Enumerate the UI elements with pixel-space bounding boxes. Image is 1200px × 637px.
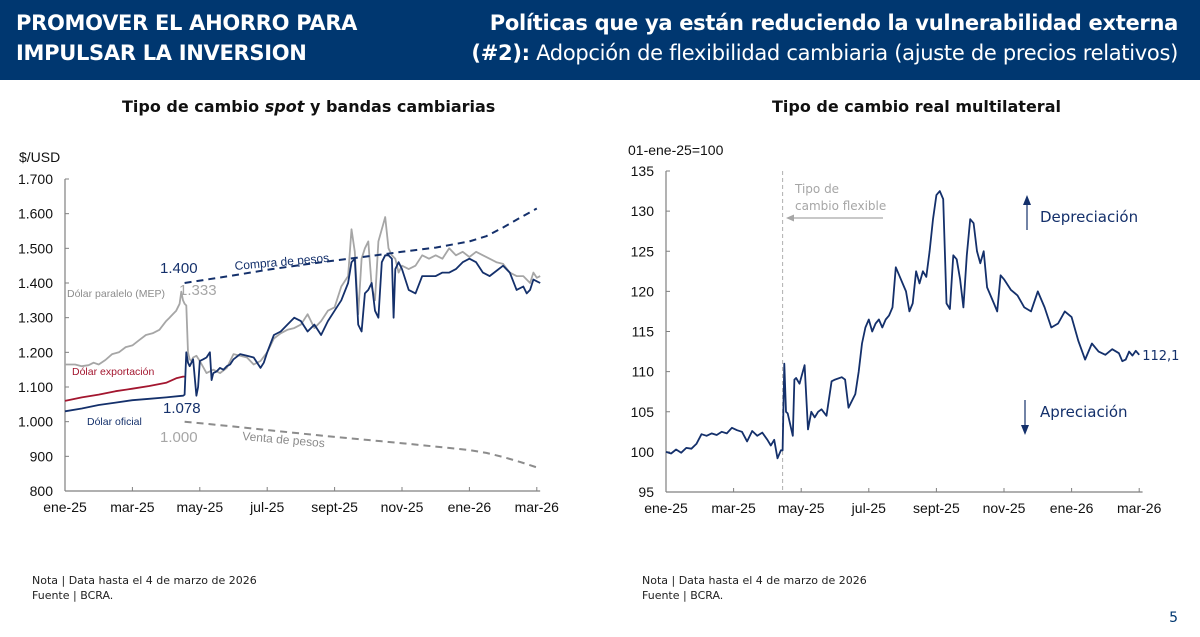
y-tick-label: 115 <box>632 324 655 340</box>
x-tick-label: jul-25 <box>851 500 886 516</box>
y-tick-label: 125 <box>631 243 655 259</box>
annot-flex-line2: cambio flexible <box>795 199 886 213</box>
y-tick-label: 105 <box>631 404 655 420</box>
x-tick-label: mar-26 <box>1117 500 1162 516</box>
annot-1400: 1.400 <box>160 260 198 277</box>
series-compra-de-pesos <box>184 207 538 284</box>
x-tick-label: nov-25 <box>983 500 1026 516</box>
series-d-lar-paralelo-mep- <box>65 216 541 375</box>
y-tick-label: 1.200 <box>18 344 53 360</box>
x-tick-label: may-25 <box>778 500 825 516</box>
x-tick-label: mar-25 <box>711 500 756 516</box>
right-notes: Nota | Data hasta el 4 de marzo de 2026 … <box>642 573 867 603</box>
right-y-axis-unit: 01-ene-25=100 <box>628 142 724 158</box>
right-source: Fuente | BCRA. <box>642 589 724 602</box>
y-tick-label: 130 <box>631 203 655 219</box>
slide-title-subtitle: Adopción de flexibilidad cambiaria (ajus… <box>529 41 1178 65</box>
arrow-up-icon <box>1023 195 1031 230</box>
label-venta-de-pesos: Venta de pesos <box>242 429 326 450</box>
y-tick-label: 1.400 <box>18 275 53 291</box>
left-y-axis-unit: $/USD <box>19 149 60 165</box>
right-chart: 01-ene-25=100 135 130 125 120 115 110 105 100 95… <box>628 142 1179 516</box>
x-tick-label: sept-25 <box>311 499 358 515</box>
label-dolar-oficial: Dólar oficial <box>87 416 142 428</box>
label-dolar-paralelo: Dólar paralelo (MEP) <box>67 288 165 300</box>
y-tick-label: 1.500 <box>18 240 53 256</box>
y-tick-label: 1.700 <box>18 171 53 187</box>
page-number: 5 <box>1169 610 1178 626</box>
right-x-ticks: ene-25 mar-25 may-25 jul-25 sept-25 nov-25 ene… <box>644 488 1162 516</box>
slide-title: Políticas que ya están reduciendo la vul… <box>471 8 1178 68</box>
x-tick-label: nov-25 <box>381 499 424 515</box>
left-chart: $/USD 1.700 1.600 1.500 1.400 1.300 1.200 1.10… <box>18 149 559 515</box>
left-series <box>64 207 541 469</box>
label-dolar-exportacion: Dólar exportación <box>72 366 154 378</box>
x-tick-label: may-25 <box>176 499 223 515</box>
left-chart-title: Tipo de cambio spot y bandas cambiarias <box>122 97 495 116</box>
x-tick-label: ene-26 <box>1050 500 1094 516</box>
x-tick-label: sept-25 <box>913 500 960 516</box>
y-tick-label: 900 <box>30 448 54 464</box>
annot-1078: 1.078 <box>163 400 201 417</box>
x-tick-label: mar-25 <box>110 499 155 515</box>
label-depreciacion: Depreciación <box>1040 208 1138 226</box>
label-apreciacion: Apreciación <box>1040 403 1128 421</box>
y-tick-label: 110 <box>632 364 655 380</box>
series-tipo-de-cambio-real-multilateral <box>665 190 1140 460</box>
x-tick-label: jul-25 <box>249 499 284 515</box>
right-y-ticks: 135 130 125 120 115 110 105 100 95 <box>631 163 670 500</box>
slide-title-number: (#2): <box>471 41 530 65</box>
left-x-ticks: ene-25 mar-25 may-25 jul-25 sept-25 nov-25 ene… <box>43 487 559 515</box>
left-chart-title-pre: Tipo de cambio <box>122 97 265 116</box>
section-title-line2: IMPULSAR LA INVERSION <box>16 41 307 65</box>
slide-title-line1: Políticas que ya están reduciendo la vul… <box>489 11 1179 35</box>
y-tick-label: 135 <box>631 163 655 179</box>
left-chart-title-post: y bandas cambiarias <box>304 97 496 116</box>
y-tick-label: 1.600 <box>18 206 53 222</box>
right-series <box>665 190 1140 460</box>
label-compra-de-pesos: Compra de pesos <box>234 251 330 273</box>
right-chart-title: Tipo de cambio real multilateral <box>772 97 1061 116</box>
left-note: Nota | Data hasta el 4 de marzo de 2026 <box>32 574 257 587</box>
x-tick-label: ene-25 <box>43 499 87 515</box>
y-tick-label: 95 <box>638 484 654 500</box>
annot-flex-line1: Tipo de <box>794 182 839 196</box>
arrow-left-icon <box>786 214 883 222</box>
x-tick-label: ene-25 <box>644 500 688 516</box>
y-tick-label: 100 <box>631 444 655 460</box>
section-title-line1: PROMOVER EL AHORRO PARA <box>16 11 358 35</box>
left-source: Fuente | BCRA. <box>32 589 114 602</box>
slide-title-line2: (#2): Adopción de flexibilidad cambiaria… <box>471 38 1178 68</box>
annot-1333: 1.333 <box>179 282 217 299</box>
end-value-label: 112,1 <box>1142 349 1179 364</box>
series-venta-de-pesos <box>184 420 538 469</box>
y-tick-label: 1.300 <box>18 310 53 326</box>
x-tick-label: mar-26 <box>515 499 560 515</box>
header-bar: PROMOVER EL AHORRO PARA IMPULSAR LA INVE… <box>0 0 1200 80</box>
left-chart-title-italic: spot <box>264 97 305 116</box>
right-note: Nota | Data hasta el 4 de marzo de 2026 <box>642 574 867 587</box>
y-tick-label: 1.000 <box>18 414 53 430</box>
annot-1000: 1.000 <box>160 429 198 446</box>
y-tick-label: 120 <box>631 283 655 299</box>
left-notes: Nota | Data hasta el 4 de marzo de 2026 … <box>32 573 257 603</box>
series-d-lar-exportaci-n <box>64 375 185 402</box>
series-d-lar-oficial <box>64 254 541 413</box>
section-title: PROMOVER EL AHORRO PARA IMPULSAR LA INVE… <box>16 8 357 68</box>
arrow-down-icon <box>1021 400 1029 435</box>
x-tick-label: ene-26 <box>448 499 492 515</box>
y-tick-label: 1.100 <box>18 379 53 395</box>
left-y-ticks: 1.700 1.600 1.500 1.400 1.300 1.200 1.100 1.000… <box>18 171 69 499</box>
y-tick-label: 800 <box>30 483 54 499</box>
